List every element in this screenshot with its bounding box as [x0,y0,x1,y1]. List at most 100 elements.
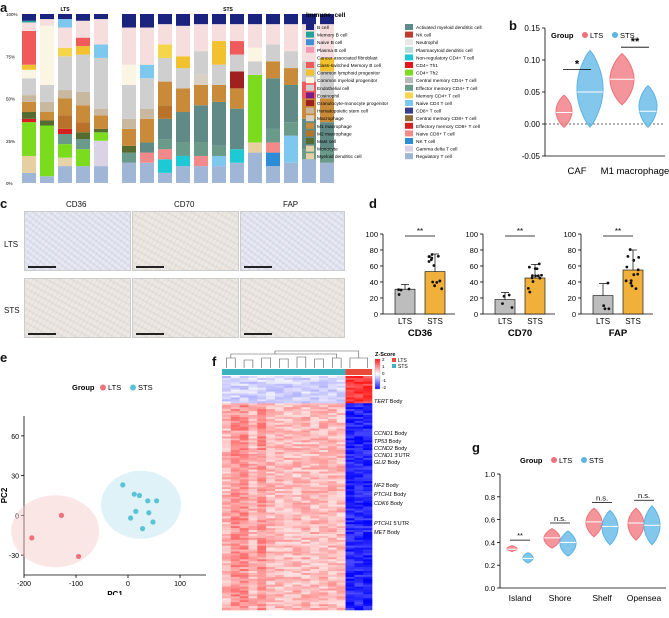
heatmap-cell [257,461,267,465]
heatmap-cell [274,413,285,416]
heatmap-cell [266,510,276,513]
heatmap-cells [222,376,373,611]
heatmap-cell [222,422,232,426]
heatmap-cell [222,383,232,387]
heatmap-cell [336,510,346,513]
heatmap-cell [354,512,364,515]
heatmap-cell [336,572,346,576]
heatmap-cell [248,399,258,402]
heatmap-cell [301,457,311,461]
heatmap-cell [230,461,240,465]
heatmap-cell [319,518,329,521]
heatmap-cell [257,376,267,379]
ytick-label: 80 [370,246,378,255]
heatmap-cell [239,377,249,381]
bar-sts [622,269,644,315]
heatmap-cell [230,442,240,445]
heatmap-cell [222,545,232,548]
heatmap-cell [230,430,240,433]
heatmap-cell [292,450,302,453]
heatmap-cell [239,395,249,398]
bar-segment [76,166,90,183]
heatmap-cell [266,405,276,408]
heatmap-cell [230,385,240,388]
heatmap-cell [310,415,320,418]
heatmap-cell [283,553,293,556]
heatmap-cell [327,391,338,394]
heatmap-cell [266,535,276,539]
heatmap-cell [319,598,329,601]
heatmap-cell [301,533,311,537]
heatmap-cell [345,483,355,486]
heatmap-cell [345,454,355,457]
heatmap-cell [248,489,258,492]
heatmap-cell [310,452,320,455]
heatmap-cell [266,572,276,576]
data-point [540,273,543,277]
heatmap-cell [319,407,329,410]
heatmap-cell [283,572,293,576]
category-label: Island [509,593,532,603]
bar-segment [22,172,36,183]
heatmap-cell [266,530,276,533]
heatmap-cell [257,572,267,576]
heatmap-cell [327,559,338,562]
legend-label: Effector memory CD4+ T cell [416,86,477,92]
heatmap-cell [301,379,311,383]
zscore-tick: -2 [382,385,386,390]
ytick-label: 0.6 [485,516,495,525]
heatmap-cell [319,440,329,443]
heatmap-cell [248,485,258,488]
heatmap-cell [319,604,329,607]
heatmap-cell [257,385,267,388]
heatmap-cell [239,528,249,531]
heatmap-cell [266,475,276,478]
heatmap-cell [310,383,320,387]
heatmap-cell [292,578,302,582]
heatmap-cell [292,572,302,576]
heatmap-cell [336,377,346,381]
heatmap-cell [310,434,320,437]
heatmap-cell [239,576,249,580]
heatmap-cell [363,377,373,381]
ytick-label: 0.10 [524,56,540,65]
heatmap-cell [292,413,302,416]
heatmap-cell [354,391,364,394]
heatmap-cell [274,446,285,449]
heatmap-cell [345,395,355,398]
heatmap-cell [310,543,320,546]
heatmap-cell [301,524,311,527]
dendrogram-link [261,357,271,368]
heatmap-cell [248,498,258,502]
heatmap-cell [319,516,329,519]
legend-marker-lts [551,457,557,463]
heatmap-cell [266,557,276,560]
heatmap-cell [239,391,249,394]
data-point [510,306,514,309]
bar-segment [176,112,190,143]
heatmap-cell [257,563,267,566]
ytick-label: 40 [470,278,478,287]
dendrogram-link [230,353,338,358]
heatmap-cell [274,463,285,466]
heatmap-cell [266,436,276,439]
heatmap-cell [230,508,240,511]
bar-segment [122,118,136,129]
heatmap-cell [257,543,267,546]
heatmap-cell [319,571,329,574]
heatmap-cell [283,494,293,498]
heatmap-cell [292,594,302,597]
heatmap-cell [248,409,258,412]
heatmap-cell [248,483,258,486]
heatmap-cell [336,530,346,533]
heatmap-cell [222,506,232,509]
heatmap-cell [248,413,258,416]
heatmap-cell [363,457,373,461]
ytick-label: 40 [568,278,576,287]
bar-segment [158,139,172,150]
heatmap-cell [230,590,240,593]
heatmap-cell [363,434,373,437]
heatmap-cell [301,491,311,494]
data-point [397,288,401,292]
heatmap-cell [266,415,276,418]
